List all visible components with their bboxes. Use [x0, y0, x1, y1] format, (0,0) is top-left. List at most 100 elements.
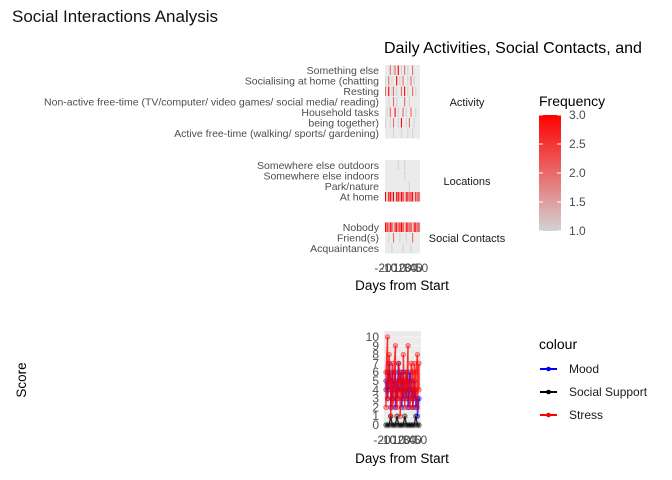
scatter-x-tick-label: -10: [379, 433, 397, 447]
scatter-y-tick-label: 9: [372, 339, 379, 353]
facet-strip-label: Activity: [450, 97, 485, 109]
facet-strip-label: Locations: [443, 176, 491, 188]
data-point-stress: [394, 404, 400, 411]
heatmap-cell: [415, 222, 417, 232]
heatmap-row-label: Non-active free-time (TV/computer/ video…: [44, 96, 379, 108]
heatmap-cell: [391, 222, 393, 232]
heatmap-cell: [389, 65, 391, 75]
heatmap-cell: [404, 171, 406, 181]
data-point-stress: [411, 360, 417, 367]
heatmap-cell: [396, 222, 398, 232]
data-point-social-support: [413, 413, 419, 419]
data-point-stress: [397, 378, 403, 384]
data-point-stress: [388, 413, 394, 419]
heatmap-cell: [410, 107, 412, 117]
heatmap-cell: [397, 222, 399, 232]
data-point-stress: [416, 387, 422, 393]
heatmap-cell: [394, 192, 396, 202]
heatmap-cell: [394, 107, 396, 117]
heatmap-cell: [404, 86, 406, 96]
series-line-stress: [385, 336, 420, 417]
frequency-legend-tick-label: 2.0: [569, 166, 586, 180]
colour-legend: colour Mood Social Support Stress: [539, 336, 648, 422]
data-point-stress: [392, 387, 399, 393]
heatmap-cell: [410, 222, 412, 232]
scatter-y-tick-label: 6: [372, 365, 379, 379]
facet-strip-label: Social Contacts: [429, 233, 506, 245]
data-point-stress: [399, 395, 405, 402]
heatmap-x-tick-label: 0: [391, 261, 398, 275]
heatmap-cell: [416, 222, 418, 232]
heatmap-cell: [400, 222, 403, 232]
heatmap-cell: [404, 192, 406, 202]
heatmap-cell: [385, 76, 387, 86]
scatter-x-tick-label: 50: [414, 433, 428, 447]
heatmap-cell: [404, 65, 406, 75]
scatter-x-tick-label: 40: [408, 433, 422, 447]
heatmap-row-label: Nobody: [343, 222, 380, 234]
heatmap-cell: [412, 192, 414, 202]
heatmap-cell: [413, 118, 415, 128]
data-point-stress: [414, 351, 421, 358]
heatmap-cell: [392, 222, 395, 232]
heatmap-cell: [389, 107, 391, 117]
heatmap-cell: [389, 192, 391, 202]
heatmap-cell: [410, 192, 412, 202]
legend-key-point: [546, 366, 551, 372]
heatmap-cell: [391, 192, 393, 202]
heatmap-cell: [397, 107, 399, 117]
legend-series-label: Social Support: [569, 385, 648, 399]
heatmap-cell: [407, 192, 409, 202]
heatmap-row-label: Friend(s): [337, 232, 379, 244]
data-point-stress: [386, 378, 392, 384]
heatmap-x-tick-label: 40: [409, 261, 423, 275]
heatmap-cell: [392, 192, 395, 202]
heatmap-cell: [405, 233, 407, 243]
heatmap-cell: [386, 107, 388, 117]
scatter-y-tick-label: 5: [372, 374, 379, 388]
heatmap-cell: [412, 86, 414, 96]
scatter-y-tick-label: 3: [372, 392, 379, 406]
heatmap-cell: [388, 86, 390, 96]
heatmap-cell: [408, 97, 410, 107]
heatmap-cell: [386, 222, 388, 232]
heatmap-cell: [397, 160, 399, 170]
heatmap-cell: [397, 118, 399, 128]
heatmap-cell: [400, 128, 403, 138]
heatmap-cell: [399, 233, 401, 243]
heatmap-cell: [413, 192, 415, 202]
heatmap-cell: [400, 192, 403, 202]
heatmap-cell: [392, 128, 395, 138]
data-point-stress: [397, 413, 403, 419]
heatmap-cell: [412, 222, 414, 232]
heatmap-x-tick-label: -10: [380, 261, 398, 275]
heatmap-cell: [415, 107, 417, 117]
heatmap-cell: [397, 65, 399, 75]
data-point-stress: [384, 334, 391, 340]
data-point-stress: [408, 395, 414, 402]
heatmap-cell: [412, 65, 414, 75]
heatmap-cell: [404, 160, 406, 170]
data-point-stress: [411, 387, 417, 393]
heatmap-cell: [405, 192, 407, 202]
heatmap-cell: [396, 76, 398, 86]
frequency-legend-tick-label: 1.0: [569, 224, 586, 238]
heatmap-cell: [407, 65, 409, 75]
heatmap-cell: [399, 192, 401, 202]
data-point-social-support: [416, 422, 422, 428]
heatmap-cell: [385, 222, 387, 232]
scatter-x-tick-label: 20: [397, 433, 411, 447]
heatmap-cell: [408, 192, 410, 202]
heatmap-cell: [407, 76, 409, 86]
heatmap-cell: [400, 65, 403, 75]
heatmap-x-tick-label: -20: [374, 261, 392, 275]
data-point-stress: [389, 404, 395, 411]
data-point-stress: [391, 369, 397, 375]
heatmap-cell: [388, 192, 390, 202]
heatmap-cell: [391, 86, 393, 96]
data-point-stress: [391, 395, 397, 402]
frequency-legend: Frequency 3.0 2.5 2.0 1.5 1.0: [539, 93, 605, 238]
scatter-x-tick-label: 10: [392, 433, 406, 447]
frequency-legend-title: Frequency: [539, 93, 605, 109]
